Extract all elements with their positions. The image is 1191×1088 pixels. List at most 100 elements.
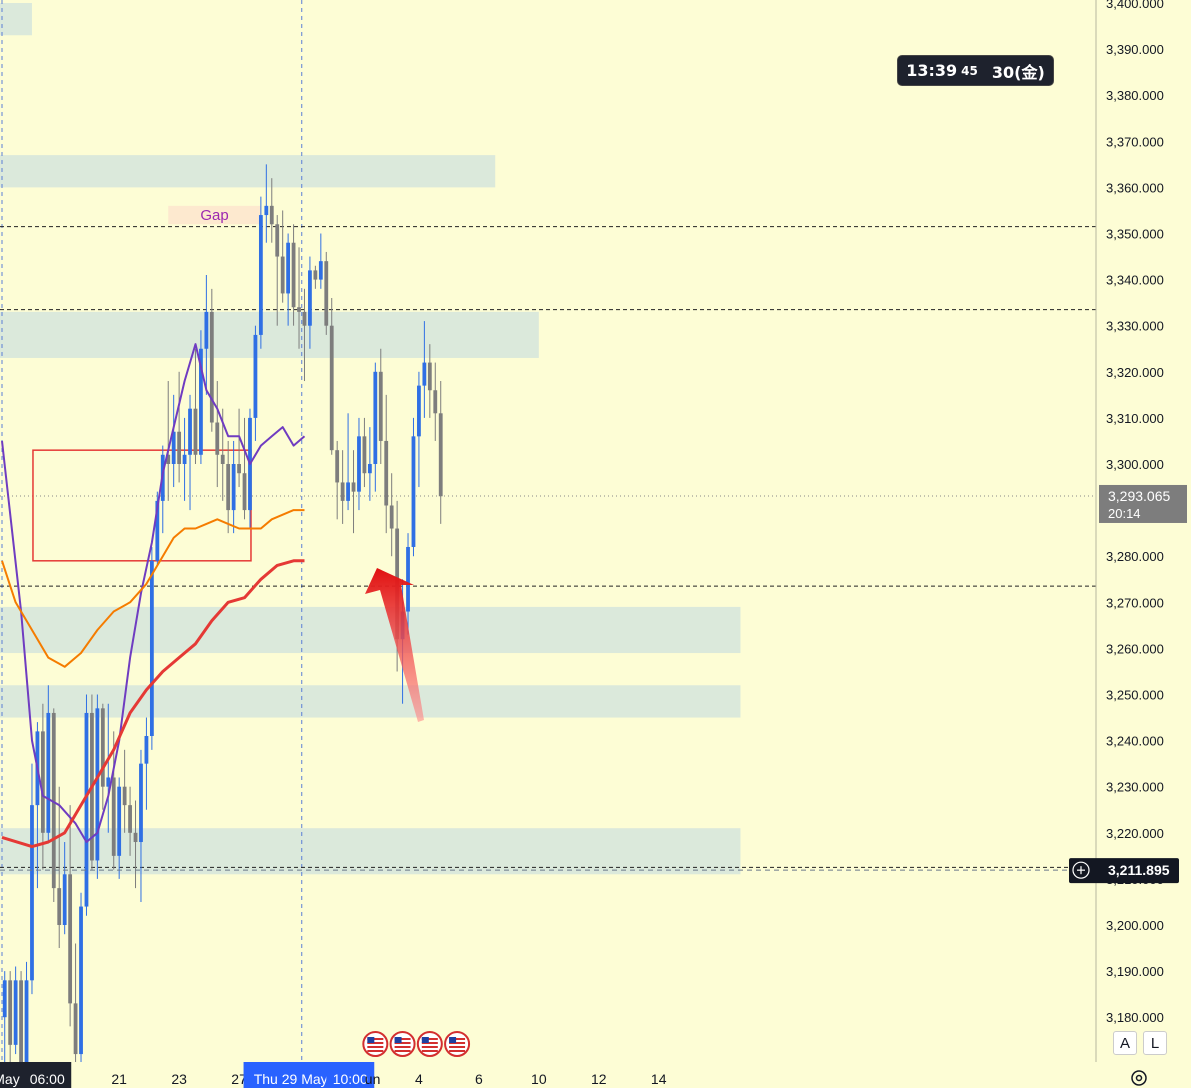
candle <box>111 731 116 870</box>
candle <box>144 717 149 810</box>
flag-stripe <box>367 1042 384 1044</box>
candle <box>209 288 214 432</box>
candle <box>139 749 143 902</box>
flag-stripe <box>394 1038 411 1040</box>
gear-inner <box>1135 1074 1143 1082</box>
candle-body <box>318 261 323 280</box>
candle <box>199 330 203 464</box>
candle <box>122 749 127 833</box>
crosshair-price-badge[interactable]: 3,211.895 <box>1069 858 1179 884</box>
time-axis-label: 06:00 <box>30 1071 65 1087</box>
candle-body <box>297 307 301 312</box>
current-price-label: 3,293.065 <box>1108 488 1170 504</box>
flag-stripe <box>449 1042 466 1044</box>
flag-stripe <box>367 1046 384 1048</box>
settings-gear-icon[interactable] <box>1131 1070 1147 1086</box>
us-flag-event-icon[interactable] <box>416 1031 443 1057</box>
candle <box>378 348 383 464</box>
flag-stripe <box>394 1042 411 1044</box>
candle <box>46 685 51 843</box>
time-axis-background <box>0 1062 1191 1088</box>
candle <box>357 417 361 511</box>
candle <box>438 381 443 524</box>
candle <box>362 417 367 488</box>
us-flag-event-icon[interactable] <box>444 1031 471 1057</box>
candle-body <box>19 980 23 1064</box>
candle-body <box>226 464 231 511</box>
support-resistance-zone <box>0 828 741 875</box>
us-flag-event-icon[interactable] <box>389 1031 416 1057</box>
candle-body <box>308 270 312 326</box>
candle <box>8 971 13 1064</box>
candle-body <box>188 408 192 455</box>
candle <box>166 381 171 501</box>
candle <box>95 694 100 879</box>
price-tick-label: 3,360.000 <box>1106 180 1164 195</box>
candle-body <box>411 436 416 547</box>
flag-stripe <box>449 1050 466 1052</box>
candle <box>269 178 274 243</box>
log-scale-button[interactable]: L <box>1143 1031 1167 1055</box>
candle <box>188 394 192 511</box>
candle-body <box>155 500 160 561</box>
candle-body <box>346 482 350 501</box>
support-resistance-zone <box>0 3 32 36</box>
time-axis-label: 10 <box>531 1071 547 1087</box>
candle <box>411 417 416 557</box>
candle-body <box>389 505 394 529</box>
price-tick-label: 3,190.000 <box>1106 964 1164 979</box>
candle <box>149 546 154 750</box>
time-axis-label: Thu 29 May '25 <box>254 1071 350 1087</box>
candle <box>433 362 438 441</box>
candle-body <box>264 205 269 216</box>
flag-stripe <box>421 1038 438 1040</box>
flag-stripe <box>449 1046 466 1048</box>
candle-body <box>286 242 291 294</box>
candle-body <box>351 482 356 492</box>
candle-body <box>275 224 280 257</box>
candle-body <box>302 311 307 326</box>
candle-body <box>100 708 105 787</box>
candle-body <box>422 362 427 386</box>
candle <box>427 344 432 418</box>
candle-body <box>111 777 116 856</box>
auto-scale-button[interactable]: A <box>1113 1031 1137 1055</box>
candle-body <box>46 712 51 833</box>
candle-body <box>24 980 29 1064</box>
candle-body <box>433 390 438 414</box>
support-resistance-zone <box>0 155 496 188</box>
candle-body <box>242 473 247 511</box>
flag-stripe <box>367 1038 384 1040</box>
candle-body <box>373 371 378 464</box>
candle-body <box>362 436 367 474</box>
price-tick-label: 3,320.000 <box>1106 365 1164 380</box>
time-axis-label: 21 <box>111 1071 127 1087</box>
time-axis-highlight <box>23 1062 72 1088</box>
clock-display: 13:39 45 30(金) <box>898 56 1053 85</box>
candle-body <box>57 888 62 925</box>
clock-seconds: 45 <box>961 63 978 78</box>
candle <box>2 971 7 1073</box>
current-price-badge-bg <box>1099 484 1187 523</box>
candle-body <box>258 215 263 335</box>
flag-stripe <box>421 1050 438 1052</box>
us-flag-event-icon[interactable] <box>362 1031 389 1057</box>
candle <box>242 417 247 520</box>
candle-body <box>438 413 443 497</box>
current-price-badge: 3,293.065 20:14 <box>1099 484 1187 523</box>
candle <box>106 703 111 833</box>
candle <box>324 251 329 335</box>
candle <box>346 413 350 511</box>
candle <box>373 362 378 492</box>
add-alert-icon[interactable] <box>1072 861 1090 879</box>
support-resistance-zone <box>0 685 741 718</box>
candle-body <box>291 242 296 308</box>
candle-body <box>73 1003 78 1055</box>
candle-body <box>417 385 421 437</box>
flag-stripe <box>449 1038 466 1040</box>
candle-body <box>166 454 171 464</box>
candle <box>226 440 231 534</box>
candle-body <box>144 735 149 764</box>
